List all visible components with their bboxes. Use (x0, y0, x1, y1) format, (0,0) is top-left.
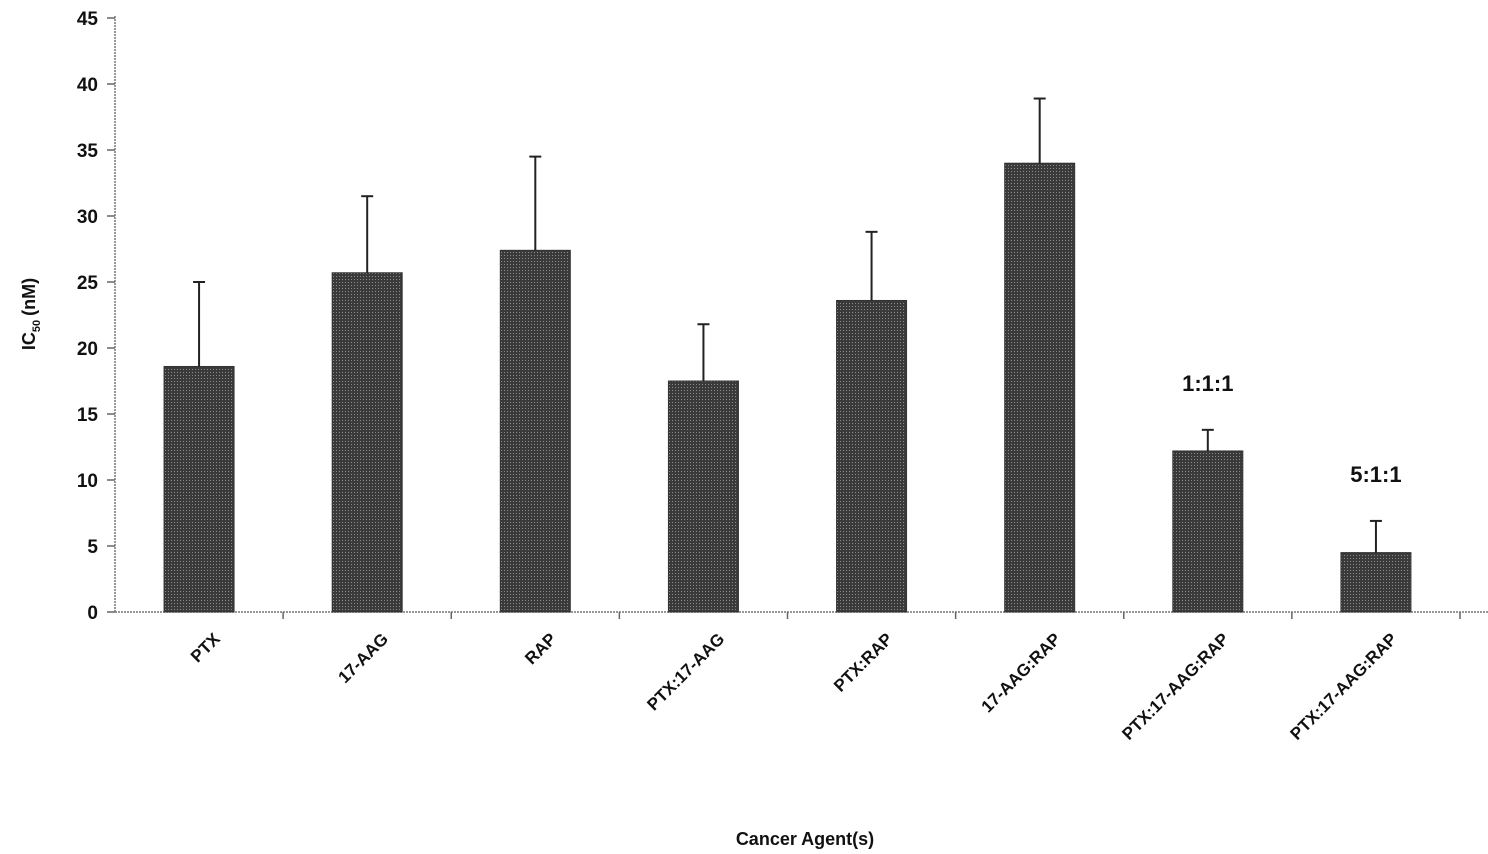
ratio-annotation: 5:1:1 (1350, 462, 1401, 487)
x-tick-label: PTX:17-AAG (643, 629, 728, 714)
y-axis-title-unit: (nM) (19, 278, 39, 316)
x-tick-label: RAP (521, 629, 560, 668)
ratio-annotation: 1:1:1 (1182, 371, 1233, 396)
y-axis-title-sub: 50 (31, 320, 43, 332)
bar (1004, 162, 1076, 613)
x-tick-label: PTX:17-AAG:RAP (1286, 629, 1400, 743)
bar (163, 365, 235, 613)
x-tick-label: PTX (187, 629, 224, 666)
y-tick-label: 45 (77, 9, 99, 30)
bars (163, 162, 1412, 613)
x-tick-label: PTX:RAP (830, 629, 896, 695)
y-tick-label: 0 (87, 603, 98, 624)
y-axis-title-main: IC (19, 332, 39, 350)
bar (331, 272, 403, 613)
y-tick-label: 5 (87, 537, 98, 558)
bar (667, 380, 739, 613)
annotations: 1:1:1 5:1:1 (1182, 371, 1401, 487)
error-bars (193, 97, 1382, 553)
x-tick-label: PTX:17-AAG:RAP (1118, 629, 1232, 743)
bar (1172, 450, 1244, 613)
y-tick-label: 30 (77, 207, 98, 228)
bar (836, 299, 908, 613)
y-axis-title: IC50 (nM) (19, 278, 43, 350)
x-tick-label: 17-AAG:RAP (978, 629, 1065, 716)
bar (499, 249, 571, 613)
y-tick-label: 35 (77, 141, 99, 162)
x-axis: PTX 17-AAG RAP PTX:17-AAG PTX:RAP 17-AAG:RAP P… (115, 611, 1488, 744)
y-tick-label: 15 (77, 405, 99, 426)
bar (1340, 552, 1412, 613)
y-tick-label: 40 (77, 75, 98, 96)
y-axis: 0 5 10 15 20 25 30 35 40 45 (77, 9, 116, 624)
y-tick-label: 25 (77, 273, 99, 294)
y-tick-label: 20 (77, 339, 98, 360)
x-tick-label: 17-AAG (334, 629, 392, 687)
x-axis-title: Cancer Agent(s) (736, 829, 874, 849)
y-tick-label: 10 (77, 471, 98, 492)
